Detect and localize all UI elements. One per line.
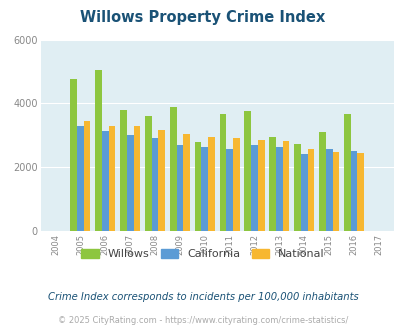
Text: Crime Index corresponds to incidents per 100,000 inhabitants: Crime Index corresponds to incidents per… [47,292,358,302]
Bar [251,145,257,231]
Bar [257,140,264,231]
Bar [70,79,77,231]
Bar [269,137,275,231]
Bar [282,141,289,231]
Bar [356,153,363,231]
Bar [126,135,133,231]
Bar [109,126,115,231]
Bar [133,126,140,231]
Bar [176,145,183,231]
Bar [307,149,313,231]
Bar [300,154,307,231]
Bar [145,115,151,231]
Bar [83,121,90,231]
Bar [151,138,158,231]
Bar [95,70,102,231]
Bar [183,134,190,231]
Text: © 2025 CityRating.com - https://www.cityrating.com/crime-statistics/: © 2025 CityRating.com - https://www.city… [58,316,347,325]
Bar [194,142,201,231]
Bar [102,130,109,231]
Bar [343,114,350,231]
Bar [201,148,208,231]
Bar [158,130,165,231]
Bar [232,139,239,231]
Bar [244,111,251,231]
Bar [120,110,126,231]
Bar [318,132,325,231]
Bar [325,149,332,231]
Bar [169,107,176,231]
Bar [208,137,214,231]
Bar [294,144,300,231]
Bar [226,149,232,231]
Text: Willows Property Crime Index: Willows Property Crime Index [80,10,325,25]
Legend: Willows, California, National: Willows, California, National [77,244,328,263]
Bar [219,114,226,231]
Bar [275,147,282,231]
Bar [350,150,356,231]
Bar [77,126,83,231]
Bar [332,152,339,231]
